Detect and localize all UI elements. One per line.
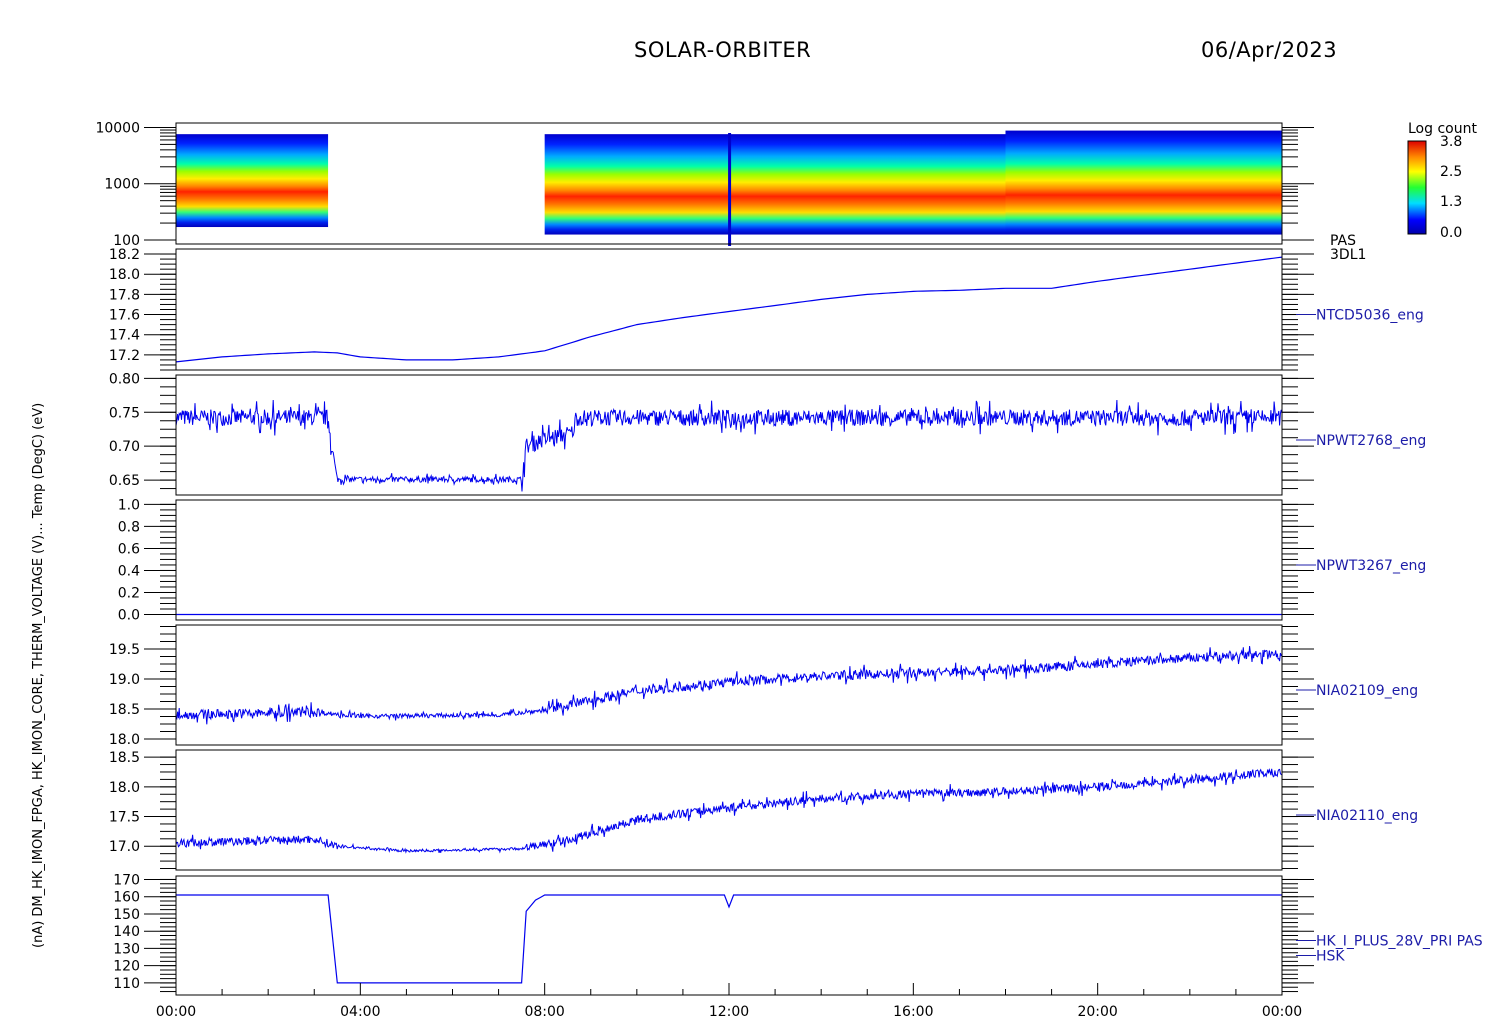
y-tick-label: 150	[113, 907, 140, 923]
series-line	[175, 768, 1283, 854]
x-tick-label: 12:00	[709, 1004, 749, 1020]
series-line	[175, 399, 1283, 492]
y-tick-label: 17.8	[109, 287, 140, 303]
y-tick-label: 18.0	[109, 732, 140, 748]
series-label: HK_I_PLUS_28V_PRI PAS	[1316, 934, 1483, 950]
y-tick-label: 0.70	[109, 439, 140, 455]
panel-frame	[175, 248, 1283, 371]
series-label: NTCD5036_eng	[1316, 308, 1424, 324]
y-tick-label: 10000	[95, 120, 140, 136]
y-tick-label: 0.75	[109, 405, 140, 421]
colorbar-tick-label: 2.5	[1440, 164, 1462, 180]
y-tick-label: 1.0	[118, 497, 140, 513]
series-line	[175, 645, 1283, 725]
y-tick-label: 17.6	[109, 308, 140, 324]
mission-title: SOLAR-ORBITER	[634, 38, 812, 62]
series-label: NPWT3267_eng	[1316, 558, 1426, 574]
colorbar-tick-label: 3.8	[1440, 134, 1462, 150]
series-label: HSK	[1316, 949, 1345, 965]
series-label: NIA02110_eng	[1316, 808, 1418, 824]
x-tick-label: 00:00	[156, 1004, 196, 1020]
panel-frame	[175, 875, 1283, 996]
colorbar	[1407, 140, 1427, 235]
panel-2: 18.2 18.0 17.8 17.6 17.4 17.2 NTCD5036_eng	[109, 247, 1424, 371]
panel-4: 1.0 0.8 0.6 0.4 0.2 0.0 NPWT3267_eng	[118, 497, 1427, 623]
panel-frame	[175, 374, 1283, 496]
panel-frame	[175, 624, 1283, 746]
date-title: 06/Apr/2023	[1201, 38, 1338, 62]
x-tick-label: 04:00	[340, 1004, 380, 1020]
y-tick-label: 18.0	[109, 780, 140, 796]
x-tick-label: 16:00	[893, 1004, 933, 1020]
y-tick-label: 17.5	[109, 810, 140, 826]
overlapping-y-axis-label: (nA) DM_HK_IMON_FPGA, HK_IMON_CORE, THER…	[31, 403, 46, 948]
y-tick-label: 0.80	[109, 371, 140, 387]
series-label: NPWT2768_eng	[1316, 433, 1426, 449]
y-tick-label: 120	[113, 959, 140, 975]
y-tick-label: 0.0	[118, 607, 140, 623]
y-tick-label: 19.0	[109, 672, 140, 688]
y-tick-label: 0.8	[118, 519, 140, 535]
y-tick-label: 18.5	[109, 750, 140, 766]
y-tick-label: 170	[113, 872, 140, 888]
spectrogram-block	[544, 134, 1006, 235]
y-tick-label: 160	[113, 890, 140, 906]
y-tick-label: 110	[113, 976, 140, 992]
y-tick-label: 0.4	[118, 563, 140, 579]
y-tick-label: 18.5	[109, 702, 140, 718]
colorbar-title: Log count	[1408, 121, 1477, 137]
y-tick-label: 17.2	[109, 348, 140, 364]
y-tick-label: 1000	[104, 177, 140, 193]
y-tick-label: 140	[113, 924, 140, 940]
series-label: NIA02109_eng	[1316, 683, 1418, 699]
y-tick-label: 17.4	[109, 328, 140, 344]
y-tick-label: 130	[113, 941, 140, 957]
panel-3: 0.80 0.75 0.70 0.65 NPWT2768_eng	[109, 371, 1426, 496]
y-tick-label: 100	[113, 233, 140, 249]
panel-label: PAS	[1330, 233, 1356, 249]
series-line	[176, 894, 1282, 984]
spectrogram-block	[1005, 130, 1282, 235]
x-tick-label: 00:00	[1262, 1004, 1302, 1020]
y-tick-label: 19.5	[109, 642, 140, 658]
y-tick-label: 0.6	[118, 541, 140, 557]
y-tick-label: 17.0	[109, 839, 140, 855]
spectrogram-block	[176, 134, 329, 228]
panel-6: 18.5 18.0 17.5 17.0 NIA02110_eng	[109, 749, 1418, 871]
y-tick-label: 18.2	[109, 247, 140, 263]
panel-frame	[175, 499, 1283, 621]
spectrogram-spike	[728, 133, 732, 246]
y-tick-label: 18.0	[109, 267, 140, 283]
colorbar-tick-label: 0.0	[1440, 225, 1462, 241]
y-tick-label: 0.65	[109, 473, 140, 489]
x-tick-label: 08:00	[524, 1004, 564, 1020]
panel-frame	[175, 749, 1283, 871]
series-line	[175, 256, 1283, 363]
panel-label: 3DL1	[1330, 247, 1366, 263]
y-tick-label: 0.2	[118, 585, 140, 601]
x-tick-label: 20:00	[1077, 1004, 1117, 1020]
panel-5: 19.5 19.0 18.5 18.0 NIA02109_eng	[109, 624, 1418, 748]
colorbar-tick-label: 1.3	[1440, 194, 1462, 210]
